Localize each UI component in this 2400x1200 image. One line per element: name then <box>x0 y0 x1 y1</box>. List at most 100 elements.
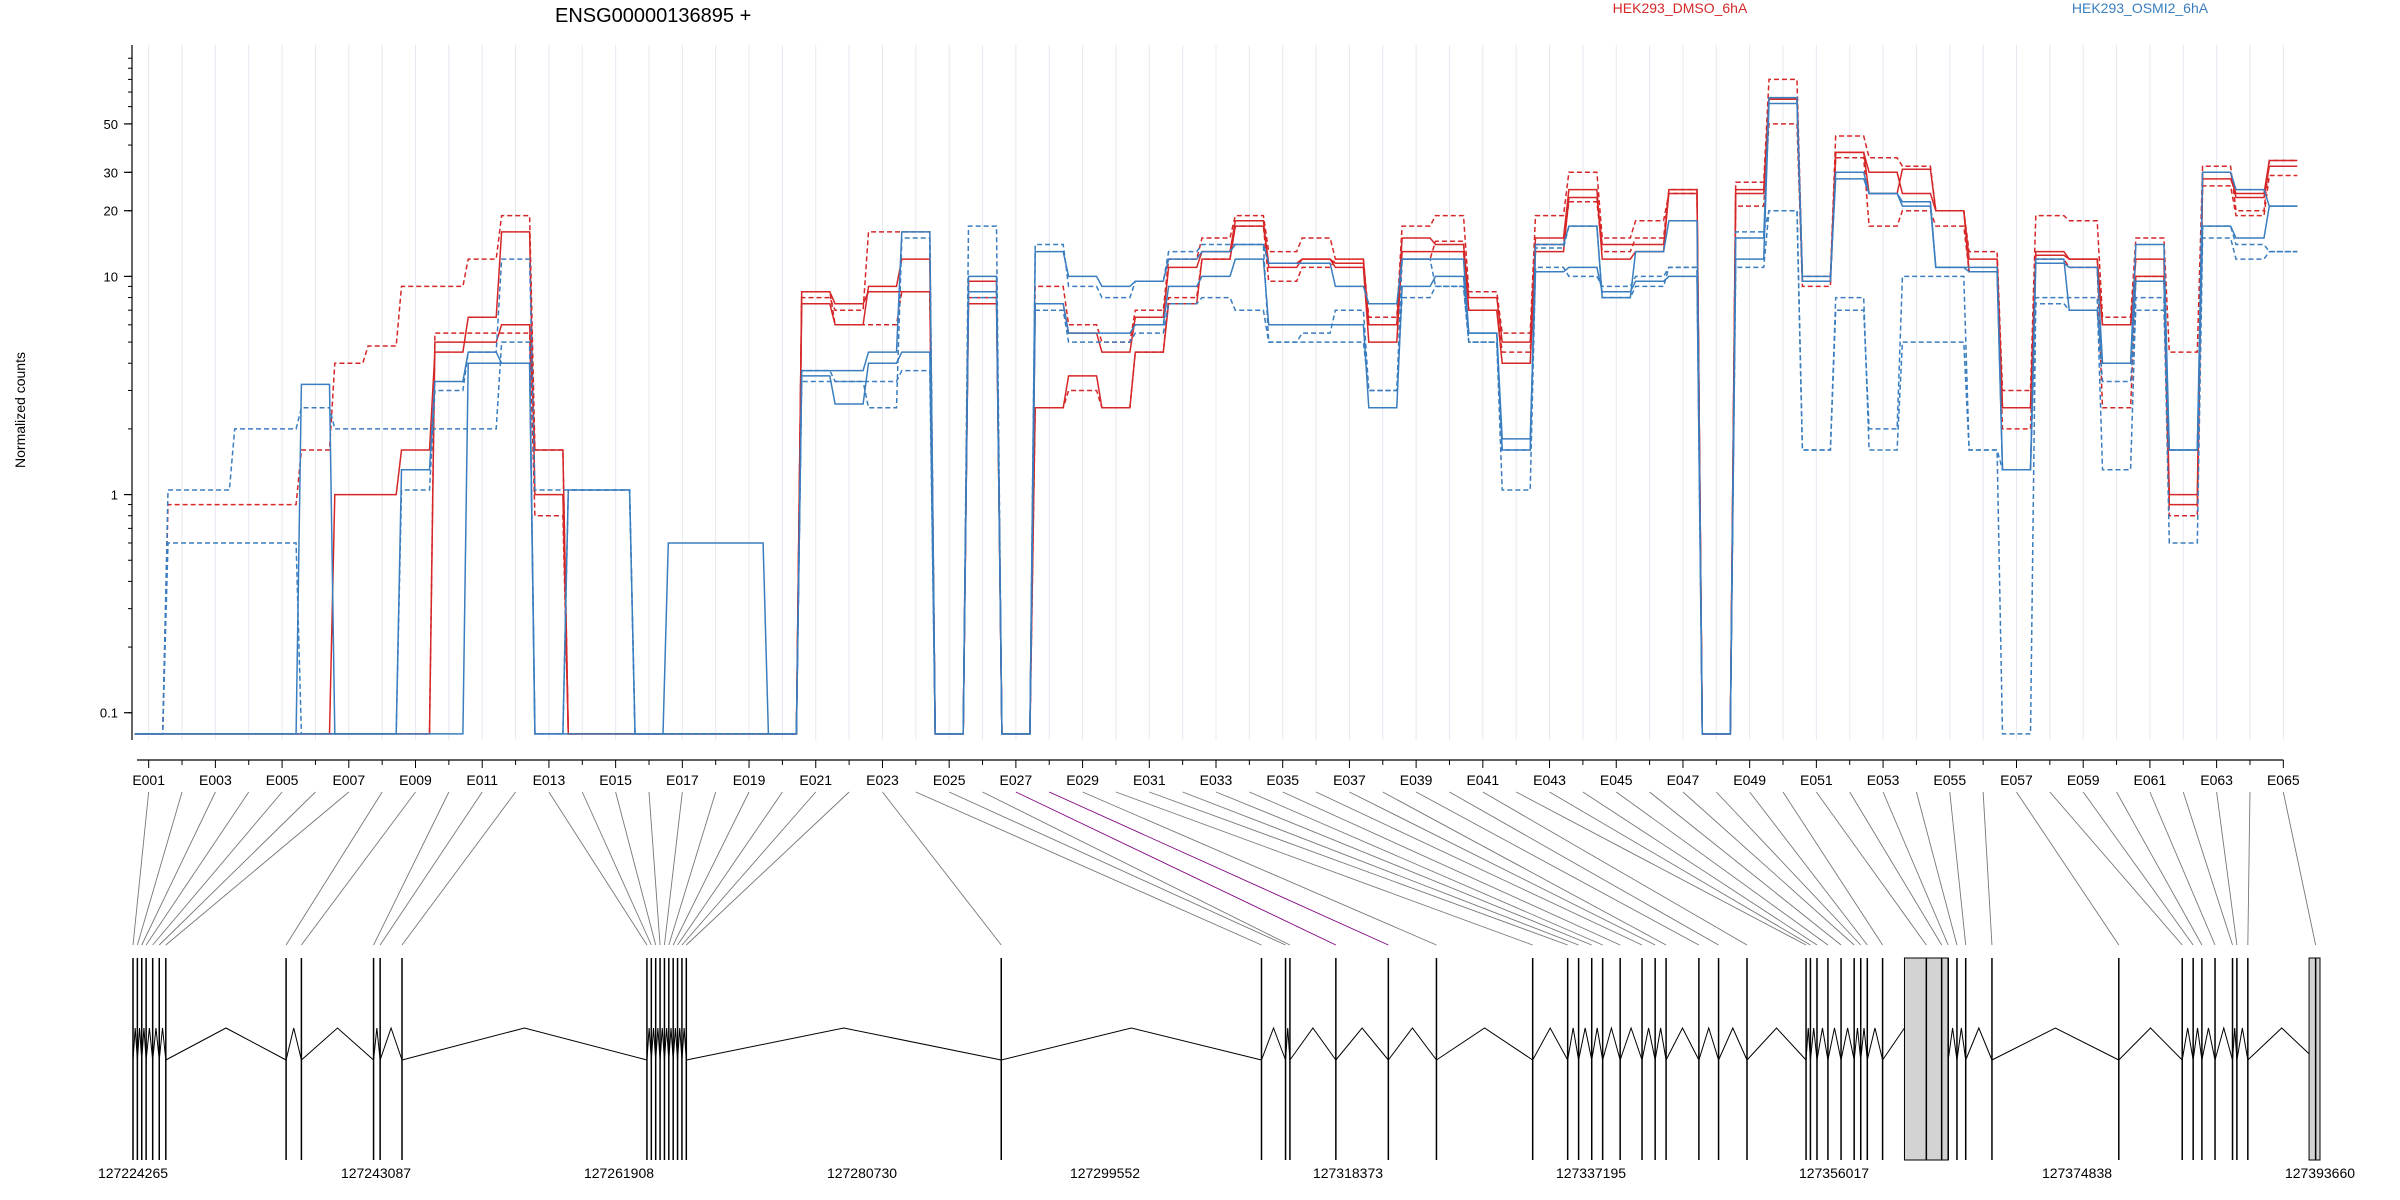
y-tick-label: 1 <box>111 488 118 503</box>
x-tick-label: E043 <box>1533 772 1566 788</box>
genomic-coordinate-labels: 127224265 127243087 127261908 127280730 1272… <box>98 1165 2355 1181</box>
intron <box>1654 1027 1667 1061</box>
exon-connector <box>1715 791 1862 946</box>
coordinate-label: 127356017 <box>1799 1165 1869 1181</box>
x-tick-label: E011 <box>466 772 498 788</box>
exon-connector <box>1649 791 1842 946</box>
exon-connector <box>1549 791 1811 946</box>
intron <box>1746 1027 1807 1061</box>
exon-connector <box>663 791 683 946</box>
series-line-hek293-dmso-6ha-1 <box>134 78 2298 735</box>
intron <box>2214 1026 2234 1061</box>
exon-connector <box>982 791 1291 946</box>
exon-connector <box>615 791 657 946</box>
exon-connector <box>686 791 850 946</box>
exon-connector <box>1215 791 1592 946</box>
x-tick-label: E027 <box>1000 772 1033 788</box>
x-tick-label: E017 <box>666 772 699 788</box>
coordinate-label: 127243087 <box>341 1165 411 1181</box>
series-line-hek293-osmi2-6ha-7 <box>134 209 2298 735</box>
exon-connector <box>1849 791 1943 946</box>
x-tick-label: E053 <box>1867 772 1900 788</box>
chart-title: ENSG00000136895 + <box>555 5 751 27</box>
intron <box>301 1027 374 1061</box>
intron <box>1532 1026 1569 1061</box>
legend-item-hek293-osmi2-6ha: HEK293_OSMI2_6hA <box>2072 0 2209 16</box>
intron <box>1436 1027 1533 1061</box>
exon-connector <box>1015 791 1337 946</box>
exon-connector <box>1249 791 1603 946</box>
intron <box>1261 1026 1287 1061</box>
exon-connector <box>1949 791 1967 946</box>
intron <box>1809 1027 1818 1061</box>
intron <box>2192 1027 2203 1061</box>
y-tick-label: 0.1 <box>100 706 118 721</box>
exon-connector <box>1449 791 1719 946</box>
exon-connector <box>1882 791 1949 946</box>
y-tick-label: 50 <box>104 117 118 132</box>
exon-connector <box>1182 791 1579 946</box>
x-tick-label: E023 <box>866 772 899 788</box>
intron <box>1718 1026 1748 1061</box>
x-tick-label: E031 <box>1133 772 1166 788</box>
x-tick-label: E041 <box>1466 772 1499 788</box>
exon-connector <box>548 791 648 946</box>
x-tick-label: E035 <box>1266 772 1299 788</box>
exon-connector <box>2182 791 2233 946</box>
exon-connector <box>373 791 450 946</box>
intron <box>1335 1027 1389 1061</box>
coordinate-label: 127393660 <box>2285 1165 2355 1181</box>
x-tick-label: E037 <box>1333 772 1366 788</box>
intron <box>2236 1027 2249 1061</box>
intron <box>1591 1027 1604 1061</box>
intron <box>285 1027 302 1061</box>
exon-connector <box>2082 791 2194 946</box>
exon-connector <box>1615 791 1829 946</box>
intron <box>373 1027 381 1061</box>
x-tick-label: E005 <box>266 772 299 788</box>
intron <box>1665 1026 1700 1061</box>
exon-connector <box>2016 791 2120 946</box>
exon-connector <box>1749 791 1868 946</box>
intron <box>1602 1026 1621 1061</box>
x-tick-label: E001 <box>132 772 165 788</box>
exon-connector-lines <box>132 791 2317 946</box>
exon-connector <box>672 791 750 946</box>
coordinate-label: 127374838 <box>2042 1165 2112 1181</box>
coordinate-label: 127318373 <box>1313 1165 1383 1181</box>
x-tick-label: E025 <box>933 772 966 788</box>
exon-connector <box>285 791 383 946</box>
intron <box>1866 1027 1884 1061</box>
x-tick-label: E055 <box>1933 772 1966 788</box>
exon-connector <box>1782 791 1883 946</box>
intron <box>1947 1027 1958 1061</box>
exon-connector <box>145 791 250 946</box>
exon-connector <box>1049 791 1389 946</box>
x-tick-label: E051 <box>1800 772 1833 788</box>
exon-connector <box>2216 791 2238 946</box>
x-tick-label: E039 <box>1400 772 1433 788</box>
intron <box>1001 1027 1262 1061</box>
intron <box>1840 1027 1855 1061</box>
x-tick-label: E033 <box>1200 772 1233 788</box>
exon-connector <box>882 791 1002 946</box>
legend-item-hek293-dmso-6ha: HEK293_DMSO_6hA <box>1613 0 1748 16</box>
exon-connector <box>1149 791 1568 946</box>
exon-connector <box>1415 791 1700 946</box>
y-tick-label: 30 <box>104 165 118 180</box>
x-tick-label: E029 <box>1066 772 1099 788</box>
intron <box>1860 1027 1868 1061</box>
exon-connector <box>1582 791 1818 946</box>
intron <box>401 1027 648 1061</box>
exon-connector <box>1816 791 1927 946</box>
exon-connector <box>1982 791 1993 946</box>
intron <box>1991 1027 2120 1061</box>
series-line-hek293-osmi2-6ha-5 <box>134 209 2298 735</box>
series-line-hek293-dmso-6ha-4 <box>134 98 2298 735</box>
x-tick-label: E061 <box>2134 772 2167 788</box>
utr-box <box>2308 957 2321 1161</box>
intron <box>152 1027 160 1061</box>
intron <box>2118 1027 2183 1061</box>
exon-connector <box>379 791 483 946</box>
